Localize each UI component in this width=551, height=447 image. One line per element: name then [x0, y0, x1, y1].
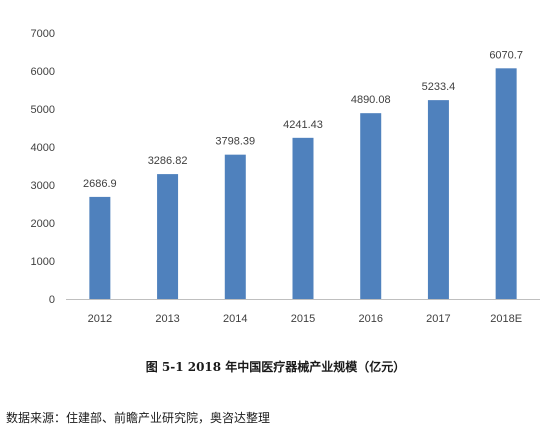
- x-tick-label: 2016: [358, 313, 382, 325]
- bar-value-label: 3798.39: [215, 136, 255, 148]
- bar-chart: 0 1000 2000 3000 4000 5000 6000 7000 2686.9 3286…: [31, 28, 540, 325]
- x-tick-label: 2015: [291, 313, 315, 325]
- y-tick-label: 7000: [31, 28, 55, 40]
- y-tick-label: 6000: [31, 66, 55, 78]
- bar: [157, 174, 179, 299]
- bar: [224, 154, 246, 299]
- bar-value-label: 2686.9: [83, 178, 117, 190]
- y-tick-label: 1000: [31, 256, 55, 268]
- x-tick-label: 2017: [426, 313, 450, 325]
- bar-value-label: 5233.4: [422, 81, 456, 93]
- x-tick-label: 2018E: [490, 313, 522, 325]
- bar: [292, 137, 314, 299]
- y-tick-label: 2000: [31, 218, 55, 230]
- y-tick-label: 4000: [31, 142, 55, 154]
- x-axis-tick-labels: 2012 2013 2014 2015 2016 2017 2018E: [88, 313, 522, 325]
- bar-value-label: 6070.7: [489, 49, 523, 61]
- data-source-note: 数据来源：住建部、前瞻产业研究院，奥咨达整理: [6, 411, 271, 425]
- y-tick-label: 3000: [31, 180, 55, 192]
- x-tick-label: 2012: [88, 313, 112, 325]
- bar-value-label: 4241.43: [283, 119, 323, 131]
- x-tick-label: 2014: [223, 313, 247, 325]
- bar: [89, 196, 111, 299]
- bar: [495, 68, 517, 299]
- bar: [427, 100, 449, 299]
- x-tick-label: 2013: [155, 313, 179, 325]
- bar-value-label: 4890.08: [351, 94, 391, 106]
- y-tick-label: 5000: [31, 104, 55, 116]
- y-axis-tick-labels: 0 1000 2000 3000 4000 5000 6000 7000: [31, 28, 55, 306]
- bar: [360, 113, 382, 299]
- bars-group: [89, 68, 517, 299]
- data-labels-group: 2686.9 3286.82 3798.39 4241.43 4890.08 5233.4…: [83, 49, 523, 190]
- bar-value-label: 3286.82: [148, 155, 188, 167]
- y-tick-label: 0: [49, 294, 55, 306]
- figure-caption: 图 5-1 2018 年中国医疗器械产业规模（亿元）: [145, 360, 406, 374]
